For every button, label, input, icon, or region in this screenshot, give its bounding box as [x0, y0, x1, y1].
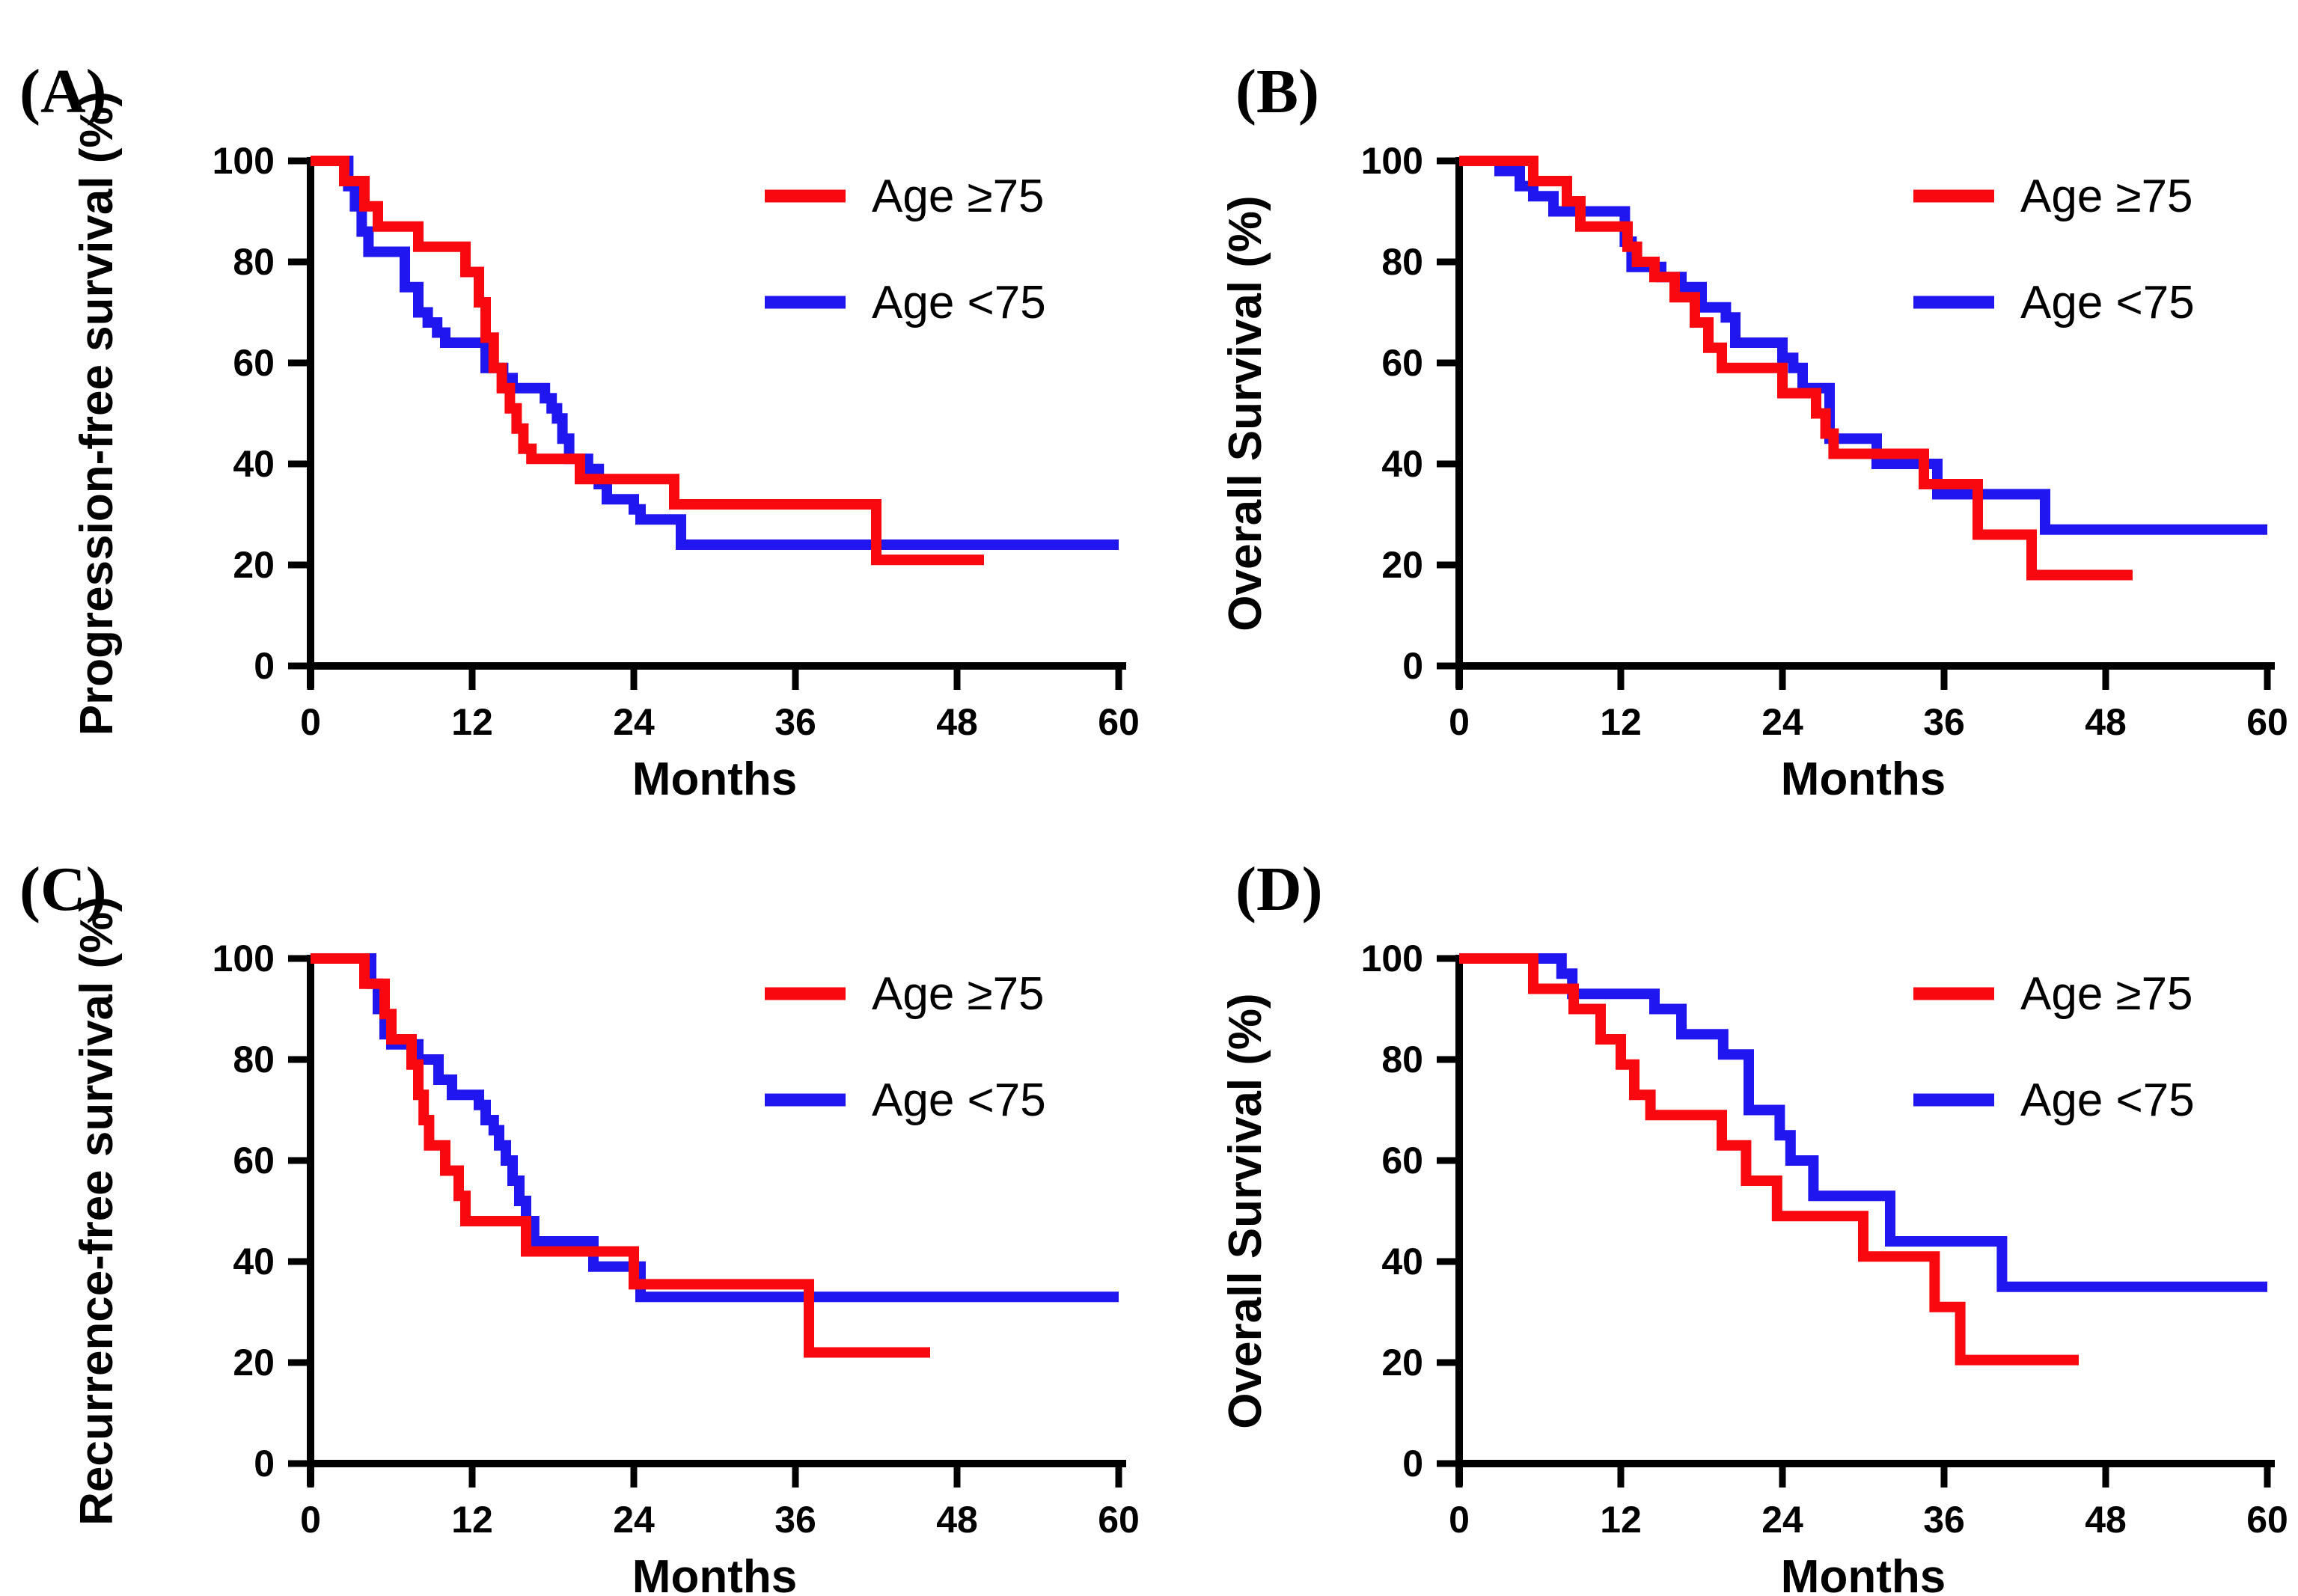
y-axis-title: Progression-free survival (%): [71, 91, 123, 736]
x-tick-label: 60: [2246, 1499, 2288, 1541]
survival-curve-age-lt-75: [311, 953, 1119, 1303]
y-tick-label: 0: [1402, 1443, 1423, 1485]
x-axis-title: Months: [1781, 1551, 1946, 1596]
km-chart-progression-free-survival: (A) 0 20 40 60 80 100 0 12 24 36 48 60 Progression-fr…: [19, 57, 1140, 798]
survival-curve-age-ge-75: [311, 953, 930, 1358]
legend-label-age-ge-75: Age ≥75: [2020, 968, 2193, 1020]
x-tick-label: 0: [300, 1499, 321, 1541]
x-tick-label: 36: [774, 1499, 816, 1541]
x-tick-label: 12: [451, 701, 493, 743]
y-tick-label: 80: [233, 1039, 275, 1080]
x-tick-label: 0: [300, 701, 321, 743]
panel-C: (C) 0 20 40 60 80 100 0 12 24 36 48 60 Recurrence-fre…: [0, 798, 1149, 1596]
x-tick-label: 12: [1600, 701, 1642, 743]
x-tick-label: 48: [2085, 701, 2127, 743]
y-tick-label: 100: [213, 140, 275, 182]
x-axis-title: Months: [1781, 753, 1946, 798]
y-tick-label: 100: [1361, 938, 1423, 979]
x-axis-title: Months: [632, 753, 797, 798]
x-tick-label: 36: [1923, 701, 1965, 743]
x-tick-label: 36: [1923, 1499, 1965, 1541]
x-tick-label: 48: [2085, 1499, 2127, 1541]
x-tick-label: 36: [774, 701, 816, 743]
panel-letter: (C): [19, 854, 107, 924]
y-tick-label: 80: [233, 241, 275, 283]
x-tick-label: 60: [2246, 701, 2288, 743]
panel-letter: (B): [1235, 57, 1319, 126]
km-chart-overall-survival-bottom: (D) 0 20 40 60 80 100 0 12 24 36 48 60 Overall Surviv…: [1220, 854, 2288, 1596]
y-tick-label: 20: [233, 1342, 275, 1383]
x-tick-label: 48: [936, 701, 978, 743]
survival-curve-age-lt-75: [1459, 156, 2267, 535]
y-tick-label: 80: [1381, 241, 1423, 283]
km-chart-overall-survival-top: (B) 0 20 40 60 80 100 0 12 24 36 48 60 Overall Surviv…: [1220, 57, 2288, 798]
y-axis-title: Overall Survival (%): [1220, 195, 1271, 631]
survival-curve-age-ge-75: [311, 156, 984, 566]
x-tick-label: 48: [936, 1499, 978, 1541]
y-tick-label: 100: [1361, 140, 1423, 182]
x-tick-label: 12: [1600, 1499, 1642, 1541]
legend-label-age-lt-75: Age <75: [2020, 277, 2195, 328]
legend-label-age-lt-75: Age <75: [872, 1074, 1046, 1126]
panel-D: (D) 0 20 40 60 80 100 0 12 24 36 48 60 Overall Surviv…: [1149, 798, 2298, 1596]
y-axis-title: Recurrence-free survival (%): [71, 896, 123, 1526]
panel-B: (B) 0 20 40 60 80 100 0 12 24 36 48 60 Overall Surviv…: [1149, 0, 2298, 798]
y-tick-label: 80: [1381, 1039, 1423, 1080]
x-tick-label: 24: [1761, 1499, 1803, 1541]
legend-label-age-ge-75: Age ≥75: [872, 171, 1045, 222]
survival-curve-age-ge-75: [1459, 156, 2133, 581]
panel-A: (A) 0 20 40 60 80 100 0 12 24 36 48 60 Progression-fr…: [0, 0, 1149, 798]
x-tick-label: 0: [1449, 701, 1470, 743]
x-tick-label: 60: [1098, 1499, 1140, 1541]
legend-label-age-ge-75: Age ≥75: [2020, 171, 2193, 222]
x-axis-title: Months: [632, 1551, 797, 1596]
y-tick-label: 40: [233, 443, 275, 485]
y-tick-label: 0: [254, 1443, 275, 1485]
y-tick-label: 0: [1402, 645, 1423, 687]
y-tick-label: 20: [1381, 1342, 1423, 1383]
y-tick-label: 60: [233, 1140, 275, 1181]
y-tick-label: 40: [233, 1241, 275, 1282]
y-tick-label: 40: [1381, 443, 1423, 485]
y-tick-label: 0: [254, 645, 275, 687]
panel-letter: (A): [19, 57, 107, 126]
y-tick-label: 60: [1381, 1140, 1423, 1181]
y-tick-label: 40: [1381, 1241, 1423, 1282]
x-tick-label: 12: [451, 1499, 493, 1541]
y-tick-label: 20: [1381, 544, 1423, 586]
y-tick-label: 60: [1381, 342, 1423, 384]
x-tick-label: 24: [613, 701, 655, 743]
x-tick-label: 24: [613, 1499, 655, 1541]
legend-label-age-lt-75: Age <75: [872, 277, 1046, 328]
y-tick-label: 100: [213, 938, 275, 979]
km-chart-recurrence-free-survival: (C) 0 20 40 60 80 100 0 12 24 36 48 60 Recurrence-fre…: [19, 854, 1140, 1596]
legend-label-age-ge-75: Age ≥75: [872, 968, 1045, 1020]
x-tick-label: 24: [1761, 701, 1803, 743]
y-tick-label: 20: [233, 544, 275, 586]
x-tick-label: 0: [1449, 1499, 1470, 1541]
panel-letter: (D): [1235, 854, 1323, 924]
y-tick-label: 60: [233, 342, 275, 384]
y-axis-title: Overall Survival (%): [1220, 993, 1271, 1428]
x-tick-label: 60: [1098, 701, 1140, 743]
legend-label-age-lt-75: Age <75: [2020, 1074, 2195, 1126]
survival-curve-age-ge-75: [1459, 953, 2079, 1366]
